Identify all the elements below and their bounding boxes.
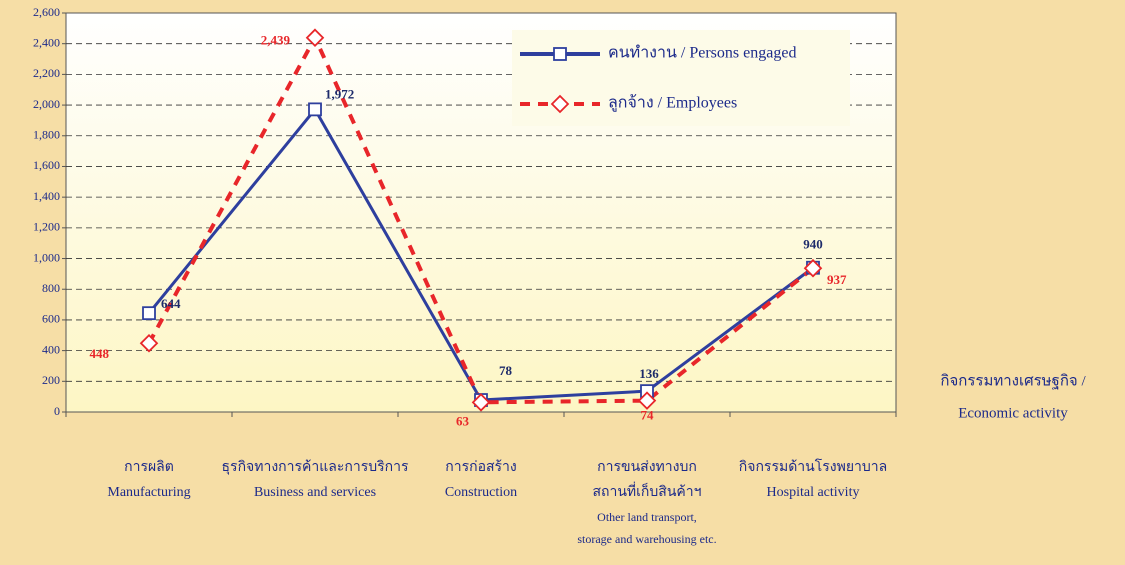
- point: [471, 393, 491, 412]
- x-tick-label: สถานที่เก็บสินค้าฯ: [592, 482, 701, 500]
- legend-label: คนทำงาน / Persons engaged: [608, 45, 796, 62]
- y-tick-label: 2,200: [33, 66, 60, 80]
- x-tick-label: การขนส่งทางบก: [597, 460, 697, 475]
- y-tick-label: 1,200: [33, 220, 60, 234]
- y-tick-label: 1,400: [33, 189, 60, 203]
- y-tick-label: 600: [42, 312, 60, 326]
- x-axis-label: กิจกรรมทางเศรษฐกิจ /: [940, 372, 1086, 389]
- y-tick-label: 400: [42, 342, 60, 356]
- y-tick-label: 2,600: [33, 5, 60, 19]
- x-axis-label: Economic activity: [958, 405, 1068, 421]
- data-label: 63: [456, 413, 470, 428]
- legend-marker: [550, 94, 570, 114]
- y-tick-label: 1,800: [33, 128, 60, 142]
- y-tick-label: 2,400: [33, 35, 60, 49]
- x-tick-label: การผลิต: [124, 460, 174, 475]
- data-label: 448: [90, 346, 110, 361]
- y-tick-label: 800: [42, 281, 60, 295]
- data-label: 74: [641, 408, 655, 423]
- x-tick-label: การก่อสร้าง: [445, 459, 517, 475]
- point: [139, 333, 159, 353]
- x-tick-label: Manufacturing: [107, 485, 190, 500]
- point: [308, 102, 322, 117]
- legend-label: ลูกจ้าง / Employees: [608, 94, 737, 113]
- data-label: 940: [803, 237, 823, 252]
- x-tick-label: Other land transport,: [597, 510, 697, 524]
- point: [142, 306, 156, 321]
- data-label: 937: [827, 272, 847, 287]
- data-label: 136: [639, 366, 659, 381]
- y-tick-label: 1,000: [33, 250, 60, 264]
- x-tick-label: Business and services: [254, 485, 376, 500]
- x-tick-label: Construction: [445, 485, 517, 500]
- point: [637, 391, 657, 410]
- y-tick-label: 2,000: [33, 97, 60, 111]
- x-tick-label: กิจกรรมด้านโรงพยาบาล: [739, 458, 887, 475]
- point: [305, 28, 325, 47]
- data-label: 2,439: [261, 33, 291, 48]
- legend-marker: [553, 47, 567, 61]
- data-label: 78: [499, 363, 513, 378]
- y-tick-label: 0: [54, 404, 60, 418]
- data-label: 644: [161, 296, 181, 311]
- x-tick-label: Hospital activity: [767, 485, 860, 500]
- y-tick-label: 1,600: [33, 158, 60, 172]
- legend: [512, 30, 850, 126]
- y-tick-label: 200: [42, 373, 60, 387]
- x-tick-label: storage and warehousing etc.: [577, 532, 716, 546]
- x-tick-label: ธุรกิจทางการค้าและการบริการ: [222, 459, 409, 475]
- data-label: 1,972: [325, 86, 354, 101]
- point: [803, 258, 823, 278]
